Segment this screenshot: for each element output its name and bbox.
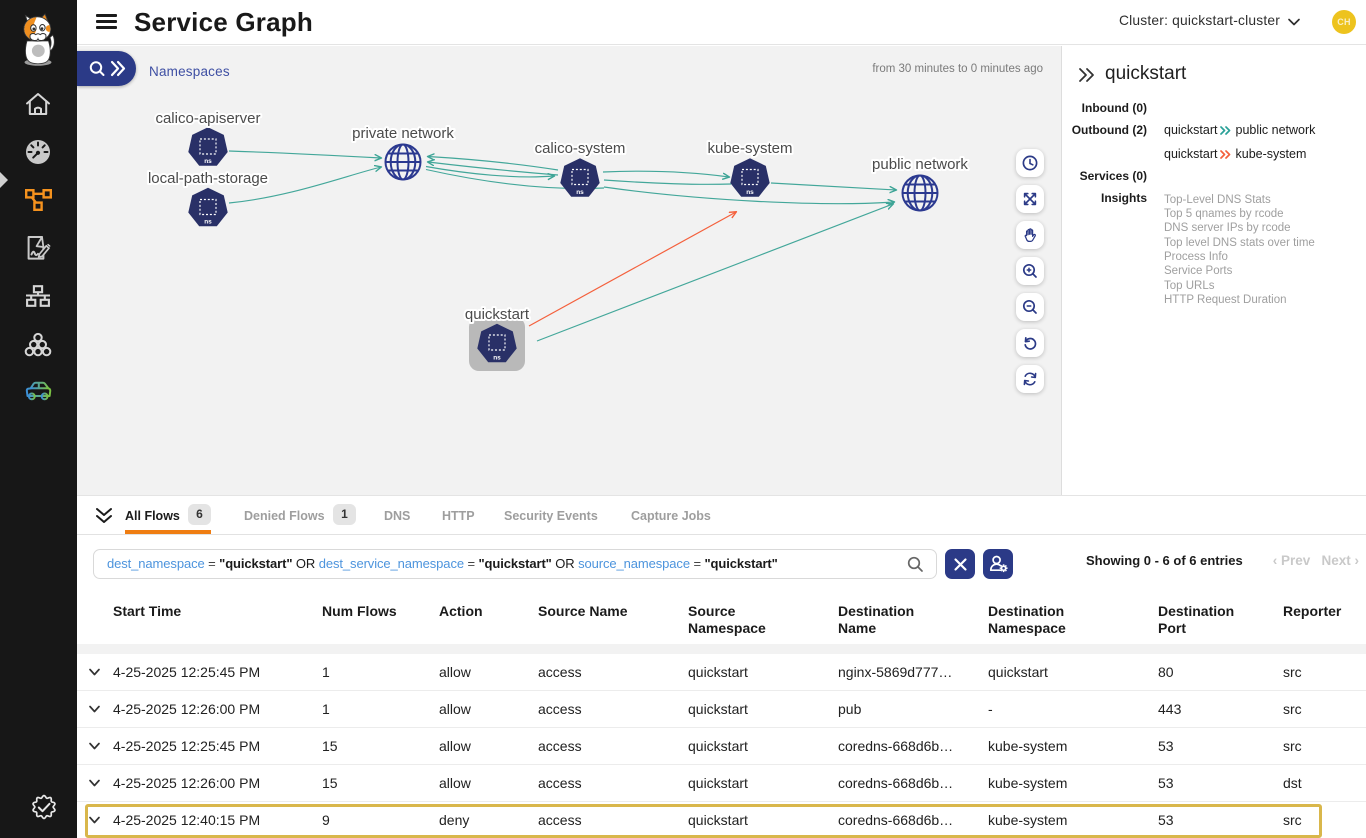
svg-text:calico-system: calico-system — [535, 140, 626, 157]
svg-text:ns: ns — [746, 189, 754, 196]
svg-text:public network: public network — [872, 156, 968, 173]
svg-text:ns: ns — [493, 355, 501, 362]
svg-text:ns: ns — [576, 189, 584, 196]
svg-text:private network: private network — [352, 125, 454, 142]
svg-text:ns: ns — [204, 219, 212, 226]
svg-text:calico-apiserver: calico-apiserver — [155, 110, 260, 127]
svg-text:local-path-storage: local-path-storage — [148, 170, 268, 187]
svg-text:kube-system: kube-system — [707, 140, 792, 157]
svg-text:ns: ns — [204, 158, 212, 165]
svg-text:quickstart: quickstart — [465, 306, 530, 323]
